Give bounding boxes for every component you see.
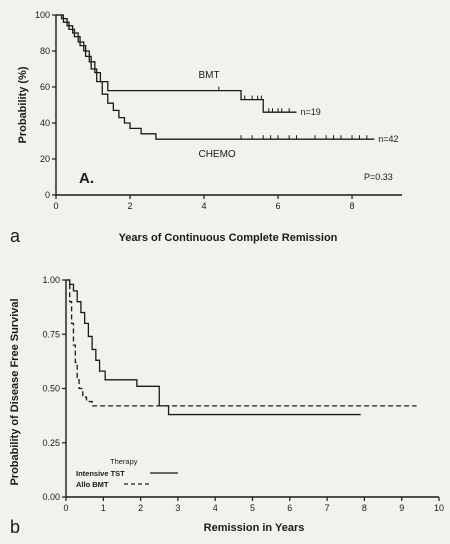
panel-b-y-tick-label: 0.75 (42, 329, 60, 339)
panel-a-series: n=19 n=42 BMT CHEMO (56, 14, 399, 160)
panel-b-y-ticks: 0.00 0.25 0.50 0.75 1.00 (42, 275, 66, 502)
legend-label-allo-bmt: Allo BMT (76, 480, 109, 489)
panel-b-x-ticks: 0 1 2 3 4 5 6 7 8 9 10 (63, 497, 444, 513)
panel-a-x-tick-label: 2 (128, 201, 133, 211)
panel-a-letter: a (10, 226, 21, 246)
panel-a-y-tick-label: 0 (45, 190, 50, 200)
panel-a-x-tick-label: 4 (202, 201, 207, 211)
series-name-chemo: CHEMO (198, 149, 235, 160)
panel-b-x-tick-label: 4 (213, 503, 218, 513)
panel-b-y-tick-label: 0.25 (42, 438, 60, 448)
panel-b-x-tick-label: 3 (175, 503, 180, 513)
legend-label-intensive-tst: Intensive TST (76, 469, 125, 478)
panel-b-y-axis-title: Probability of Disease Free Survival (9, 298, 21, 485)
panel-b: 0 1 2 3 4 5 6 7 8 9 10 0.00 0.25 0.50 0.75 1.00 Remiss… (9, 275, 444, 537)
count-label-bmt: n=19 (301, 107, 321, 117)
panel-a-x-ticks: 0 2 4 6 8 (53, 195, 355, 211)
panel-a-y-tick-label: 20 (40, 154, 50, 164)
series-line-bmt (56, 14, 297, 113)
panel-b-x-axis-title: Remission in Years (204, 522, 305, 534)
panel-a-inset-label: A. (79, 170, 94, 187)
count-label-chemo: n=42 (378, 134, 398, 144)
panel-a: 0 2 4 6 8 0 20 40 60 80 100 n=19 n=42 BMT CHEMO Year… (10, 10, 402, 246)
panel-b-x-tick-label: 2 (138, 503, 143, 513)
panel-a-y-tick-label: 60 (40, 82, 50, 92)
page-bleed-through (300, 0, 450, 50)
panel-a-y-tick-label: 100 (35, 10, 50, 20)
panel-b-legend: Therapy Intensive TST Allo BMT (76, 457, 178, 489)
panel-a-x-axis-title: Years of Continuous Complete Remission (119, 232, 338, 244)
panel-b-y-tick-label: 0.00 (42, 492, 60, 502)
series-line-allo-bmt (66, 279, 417, 407)
panel-a-y-ticks: 0 20 40 60 80 100 (35, 10, 56, 200)
panel-a-x-tick-label: 6 (276, 201, 281, 211)
panel-b-letter: b (10, 517, 20, 537)
panel-b-x-tick-label: 5 (250, 503, 255, 513)
panel-b-x-tick-label: 8 (362, 503, 367, 513)
legend-title: Therapy (110, 457, 138, 466)
panel-a-y-tick-label: 40 (40, 118, 50, 128)
panel-b-x-tick-label: 7 (325, 503, 330, 513)
series-name-bmt: BMT (198, 70, 219, 81)
panel-b-y-tick-label: 0.50 (42, 384, 60, 394)
panel-b-x-tick-label: 6 (287, 503, 292, 513)
panel-a-p-value: P=0.33 (364, 172, 393, 182)
panel-b-x-tick-label: 0 (63, 503, 68, 513)
panel-b-x-tick-label: 9 (399, 503, 404, 513)
series-line-chemo (56, 14, 375, 140)
panel-a-x-tick-label: 8 (350, 201, 355, 211)
panel-b-x-tick-label: 10 (434, 503, 444, 513)
panel-a-y-axis-title: Probability (%) (17, 66, 29, 143)
panel-a-x-tick-label: 0 (53, 201, 58, 211)
panel-b-series (66, 279, 417, 416)
panel-b-y-tick-label: 1.00 (42, 275, 60, 285)
series-line-intensive-tst (66, 279, 361, 416)
panel-b-x-tick-label: 1 (101, 503, 106, 513)
panel-a-y-tick-label: 80 (40, 46, 50, 56)
